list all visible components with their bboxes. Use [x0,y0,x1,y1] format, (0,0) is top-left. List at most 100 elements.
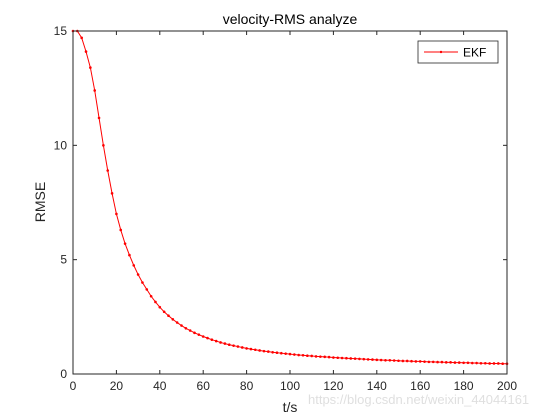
data-point [97,116,101,120]
data-point [397,359,400,363]
data-point [323,355,327,359]
data-point [297,353,300,357]
data-point [162,310,166,314]
data-point [128,253,131,257]
data-point [449,361,452,364]
legend: EKF [417,40,499,64]
data-point [102,144,105,147]
data-point [492,362,496,365]
data-point [436,360,439,364]
data-point [345,356,348,360]
data-point [332,356,335,359]
x-tick-label: 80 [240,379,254,393]
data-point [423,360,426,363]
y-tick-label: 15 [54,24,68,38]
chart-title: velocity-RMS analyze [223,11,358,27]
data-point [479,361,483,365]
data-point [123,242,127,245]
data-point [271,350,274,354]
data-point [371,358,374,361]
data-point [405,359,409,363]
data-point [427,360,431,364]
data-point [258,349,261,352]
data-point [392,359,396,362]
data-point [466,361,470,365]
data-point [84,50,88,53]
data-point [284,352,287,355]
data-point [457,361,461,364]
data-point [184,326,188,330]
watermark: https://blog.csdn.net/weixin_44044161 [308,392,529,407]
data-point [288,352,292,356]
x-tick-label: 40 [153,379,167,393]
data-point [379,358,383,362]
data-point [154,300,157,304]
data-point [375,358,379,362]
data-point [306,354,309,358]
data-point [193,331,196,335]
data-point [210,338,214,342]
data-point [167,314,170,317]
data-point [236,345,240,348]
data-point [141,281,144,284]
data-point [214,339,218,343]
data-point [440,360,444,364]
data-point [353,357,357,360]
x-axis-label: t/s [283,399,298,415]
data-point [93,89,96,92]
data-point [119,228,123,232]
data-point [253,348,257,352]
data-point [136,273,140,276]
data-point [418,360,422,363]
data-point [293,353,296,356]
data-point [431,360,435,364]
data-point [149,294,153,298]
y-tick-label: 10 [54,138,68,152]
data-point [453,361,457,364]
x-tick-label: 100 [280,379,300,393]
x-axis-ticks: 0 20 40 60 80 100 120 140 160 180 200 [70,31,517,393]
data-point [349,357,353,360]
y-axis-label: RMSE [32,182,48,222]
axes-box [72,30,508,375]
data-point [267,350,270,353]
data-point [362,357,366,361]
data-point [197,333,201,336]
data-point [188,329,192,332]
data-point [110,192,114,195]
data-point [319,355,322,358]
data-point [158,305,162,309]
data-point [171,318,175,321]
data-point [132,264,136,267]
x-tick-label: 160 [410,379,430,393]
data-point [106,169,110,172]
data-point [462,361,465,365]
x-tick-label: 200 [497,379,517,393]
data-point [201,335,205,338]
data-point [262,349,266,353]
data-point [115,212,118,216]
x-tick-label: 140 [367,379,387,393]
data-point [366,358,370,361]
x-tick-label: 0 [70,379,77,393]
data-point [497,362,500,365]
x-tick-label: 20 [110,379,124,393]
data-point [484,361,487,365]
x-tick-label: 180 [454,379,474,393]
data-point [240,346,244,349]
data-point [275,351,279,355]
data-point [410,359,413,363]
data-point [488,362,491,365]
y-tick-label: 0 [60,367,67,381]
data-point [314,355,318,358]
data-point [327,355,331,359]
data-point [232,344,235,347]
y-tick-label: 5 [60,253,67,267]
data-point [223,342,227,345]
data-point [401,359,405,363]
data-point [470,361,474,365]
plot-area [73,31,507,374]
x-tick-label: 120 [323,379,343,393]
data-point [175,321,179,324]
